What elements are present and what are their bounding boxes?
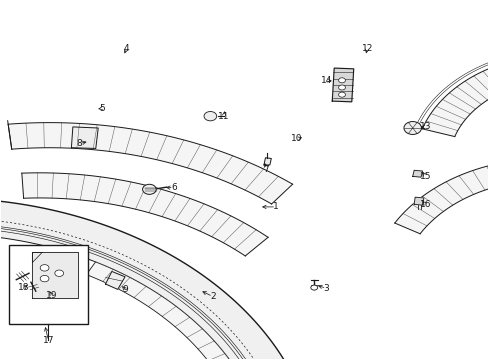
Polygon shape (71, 127, 98, 148)
Polygon shape (0, 198, 294, 360)
Polygon shape (412, 170, 422, 177)
Text: 8: 8 (77, 139, 82, 148)
Circle shape (40, 265, 49, 271)
Text: 5: 5 (99, 104, 105, 113)
Text: 15: 15 (419, 172, 431, 181)
Circle shape (40, 275, 49, 282)
Circle shape (55, 270, 63, 276)
Text: 6: 6 (171, 183, 176, 192)
Circle shape (338, 78, 345, 83)
Text: 4: 4 (123, 44, 129, 53)
Polygon shape (331, 68, 353, 102)
Circle shape (338, 85, 345, 90)
Text: 2: 2 (209, 292, 215, 301)
Polygon shape (105, 271, 125, 289)
Polygon shape (32, 252, 78, 298)
Circle shape (338, 92, 345, 97)
Circle shape (203, 112, 216, 121)
Text: 1: 1 (273, 202, 279, 211)
Polygon shape (413, 197, 423, 205)
Circle shape (310, 285, 317, 290)
Text: 13: 13 (419, 122, 431, 131)
Polygon shape (8, 123, 292, 204)
Polygon shape (86, 262, 243, 360)
Polygon shape (264, 158, 271, 165)
Text: 12: 12 (361, 44, 372, 53)
Text: 19: 19 (46, 291, 58, 300)
Text: 18: 18 (19, 283, 30, 292)
Circle shape (403, 122, 421, 134)
Text: 14: 14 (320, 76, 331, 85)
Polygon shape (394, 161, 488, 234)
Polygon shape (422, 67, 488, 136)
Text: 7: 7 (263, 165, 269, 174)
Text: 11: 11 (218, 112, 229, 121)
FancyBboxPatch shape (9, 245, 88, 324)
Text: 9: 9 (122, 285, 128, 294)
Circle shape (142, 184, 156, 194)
Text: 3: 3 (323, 284, 328, 293)
Polygon shape (22, 173, 267, 256)
Text: 16: 16 (419, 200, 431, 209)
Text: 17: 17 (42, 336, 54, 345)
Text: 10: 10 (291, 134, 302, 143)
